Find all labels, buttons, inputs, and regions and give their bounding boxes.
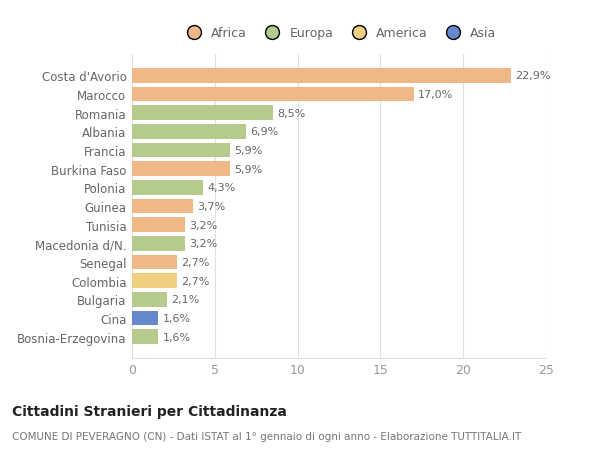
Bar xyxy=(132,330,158,344)
Text: 3,2%: 3,2% xyxy=(189,239,217,249)
Text: 17,0%: 17,0% xyxy=(418,90,453,100)
Bar xyxy=(132,162,230,177)
Text: 4,3%: 4,3% xyxy=(208,183,236,193)
Text: 3,7%: 3,7% xyxy=(197,202,226,212)
Text: 3,2%: 3,2% xyxy=(189,220,217,230)
Bar xyxy=(132,218,185,232)
Bar xyxy=(132,106,273,121)
Bar xyxy=(132,143,230,158)
Bar xyxy=(132,69,511,84)
Bar xyxy=(132,292,167,307)
Text: COMUNE DI PEVERAGNO (CN) - Dati ISTAT al 1° gennaio di ogni anno - Elaborazione : COMUNE DI PEVERAGNO (CN) - Dati ISTAT al… xyxy=(12,431,521,442)
Bar xyxy=(132,199,193,214)
Text: 5,9%: 5,9% xyxy=(234,146,262,156)
Bar xyxy=(132,311,158,325)
Bar xyxy=(132,274,177,288)
Text: 6,9%: 6,9% xyxy=(250,127,278,137)
Text: 5,9%: 5,9% xyxy=(234,164,262,174)
Bar xyxy=(132,181,203,195)
Text: 2,1%: 2,1% xyxy=(171,295,199,305)
Bar xyxy=(132,255,177,270)
Bar xyxy=(132,125,246,139)
Text: 2,7%: 2,7% xyxy=(181,257,209,268)
Text: 8,5%: 8,5% xyxy=(277,108,305,118)
Text: 2,7%: 2,7% xyxy=(181,276,209,286)
Text: Cittadini Stranieri per Cittadinanza: Cittadini Stranieri per Cittadinanza xyxy=(12,404,287,418)
Text: 22,9%: 22,9% xyxy=(515,71,551,81)
Bar xyxy=(132,88,413,102)
Text: 1,6%: 1,6% xyxy=(163,313,191,323)
Bar xyxy=(132,236,185,251)
Text: 1,6%: 1,6% xyxy=(163,332,191,342)
Legend: Africa, Europa, America, Asia: Africa, Europa, America, Asia xyxy=(176,22,502,45)
